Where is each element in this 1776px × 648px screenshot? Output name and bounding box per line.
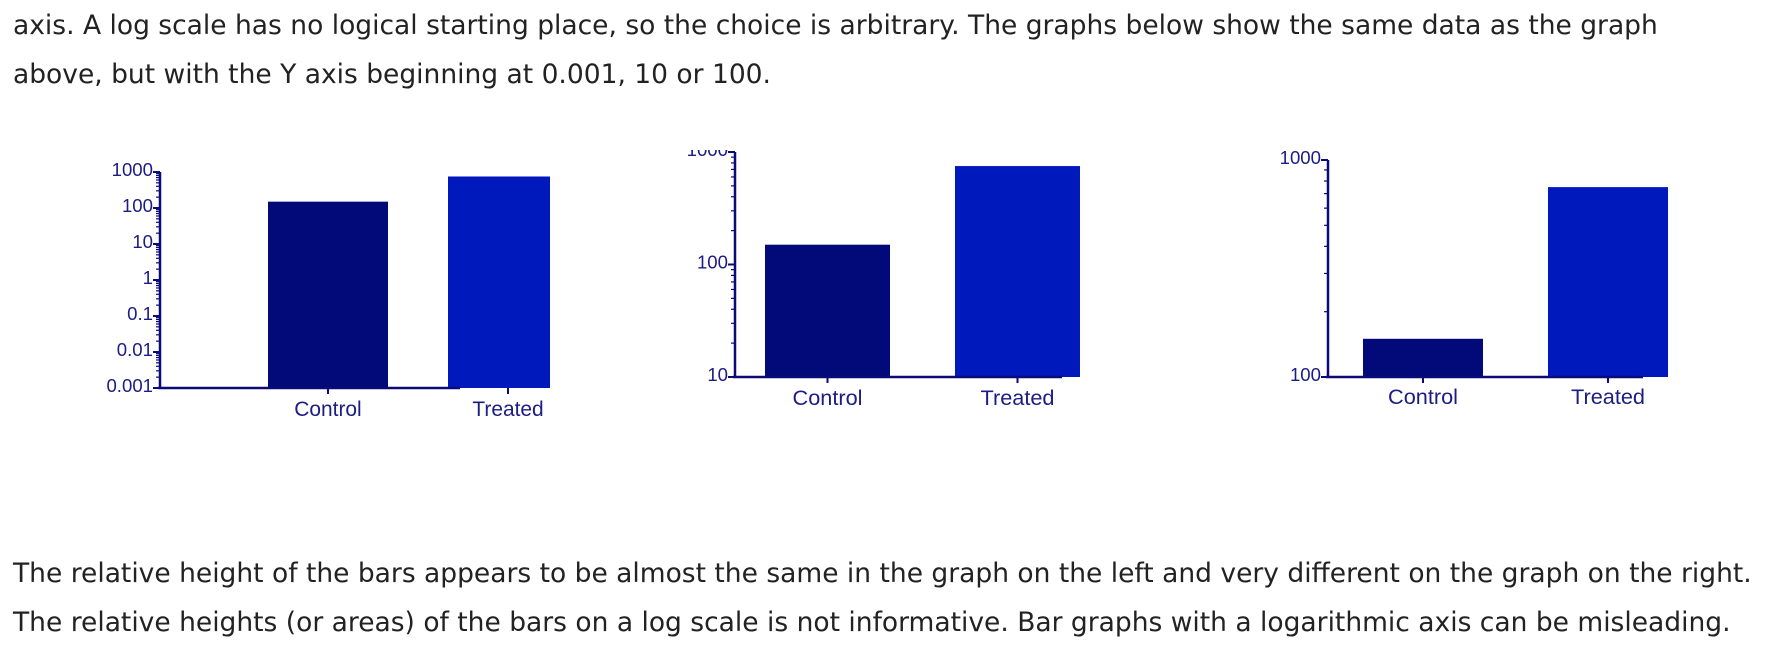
x-tick-label-treated: Treated: [1571, 384, 1645, 409]
y-tick-label: 1000: [687, 150, 728, 160]
conclusion-line-1: The relative height of the bars appears …: [13, 558, 1752, 589]
chart-baseline-0001: 0.001 0.01 0.1 1 10 100 1000 Control Treated: [106, 159, 550, 421]
y-tick-label: 0.001: [106, 375, 153, 396]
bar-control: [1363, 338, 1483, 377]
y-tick-label: 0.1: [127, 303, 153, 324]
intro-paragraph: axis. A log scale has no logical startin…: [13, 1, 1763, 99]
intro-line-2: above, but with the Y axis beginning at …: [13, 59, 771, 90]
x-tick-label-control: Control: [1388, 384, 1458, 409]
bar-control: [268, 201, 388, 388]
chart-baseline-10: 10 100 1000 Control Treated: [687, 150, 1080, 410]
intro-line-1: axis. A log scale has no logical startin…: [13, 10, 1658, 41]
y-tick-label: 100: [1290, 364, 1321, 385]
bar-treated: [955, 166, 1080, 377]
y-tick-label: 100: [697, 252, 728, 273]
y-tick-label: 0.01: [117, 339, 153, 360]
y-tick-label: 10: [707, 364, 728, 385]
bar-control: [765, 244, 890, 377]
y-tick-label: 1000: [1280, 150, 1321, 168]
y-tick-label: 1: [143, 267, 153, 288]
y-tick-label: 1000: [112, 159, 153, 180]
conclusion-line-2: The relative heights (or areas) of the b…: [13, 607, 1731, 638]
x-tick-label-treated: Treated: [472, 398, 543, 421]
bar-treated: [1548, 187, 1668, 377]
conclusion-paragraph: The relative height of the bars appears …: [13, 549, 1763, 647]
chart-baseline-100: 100 1000 Control Treated: [1280, 150, 1668, 409]
y-tick-label: 10: [132, 231, 153, 252]
x-tick-label-control: Control: [793, 385, 863, 410]
bar-treated: [448, 176, 550, 388]
y-tick-label: 100: [122, 195, 153, 216]
x-tick-label-control: Control: [294, 398, 361, 421]
x-tick-label-treated: Treated: [981, 385, 1055, 410]
